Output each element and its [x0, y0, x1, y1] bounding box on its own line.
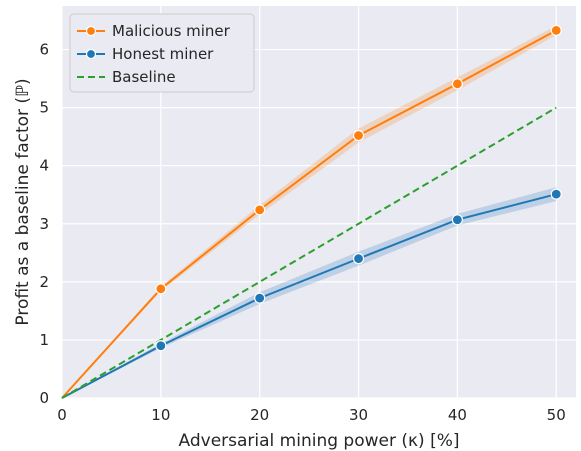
x-tick-label: 40 [448, 406, 467, 424]
legend: Malicious miner Honest miner Baseline [69, 13, 255, 93]
data-point [352, 253, 365, 265]
data-point [550, 24, 562, 36]
y-tick-label: 4 [39, 157, 49, 175]
data-point [352, 129, 365, 142]
x-tick-labels: 0 10 20 30 40 50 [57, 406, 566, 424]
series-lines [61, 29, 557, 399]
x-axis-label: Adversarial mining power (κ) [%] [179, 431, 460, 451]
y-tick-label: 2 [39, 273, 49, 291]
y-tick-label: 3 [39, 215, 49, 233]
x-tick-label: 30 [349, 406, 368, 424]
legend-label: Honest miner [112, 45, 214, 63]
y-tick-label: 6 [39, 41, 49, 59]
x-tick-label: 0 [57, 406, 67, 424]
confidence-bands [62, 25, 557, 399]
series-line [61, 29, 557, 399]
data-point [254, 204, 266, 216]
series-line [61, 193, 557, 399]
confidence-band [62, 187, 557, 398]
series-markers [155, 24, 562, 352]
data-point [451, 214, 463, 226]
data-point [155, 340, 167, 352]
legend-label: Baseline [112, 68, 176, 86]
legend-marker [85, 25, 97, 37]
x-tick-label: 20 [250, 406, 269, 424]
legend-box [69, 13, 255, 93]
y-axis-label: Profit as a baseline factor (ℙ) [13, 78, 33, 325]
legend-label: Malicious miner [112, 22, 231, 40]
data-point [254, 292, 266, 304]
legend-marker [85, 48, 97, 60]
series-line [61, 106, 557, 399]
data-point [155, 283, 167, 295]
y-tick-label: 1 [39, 331, 49, 349]
y-tick-label: 5 [39, 99, 49, 117]
data-point [550, 188, 562, 200]
y-tick-labels: 0 1 2 3 4 5 6 [39, 41, 49, 407]
x-tick-label: 10 [151, 406, 170, 424]
data-point [451, 78, 463, 90]
y-tick-label: 0 [39, 389, 49, 407]
x-tick-label: 50 [547, 406, 566, 424]
